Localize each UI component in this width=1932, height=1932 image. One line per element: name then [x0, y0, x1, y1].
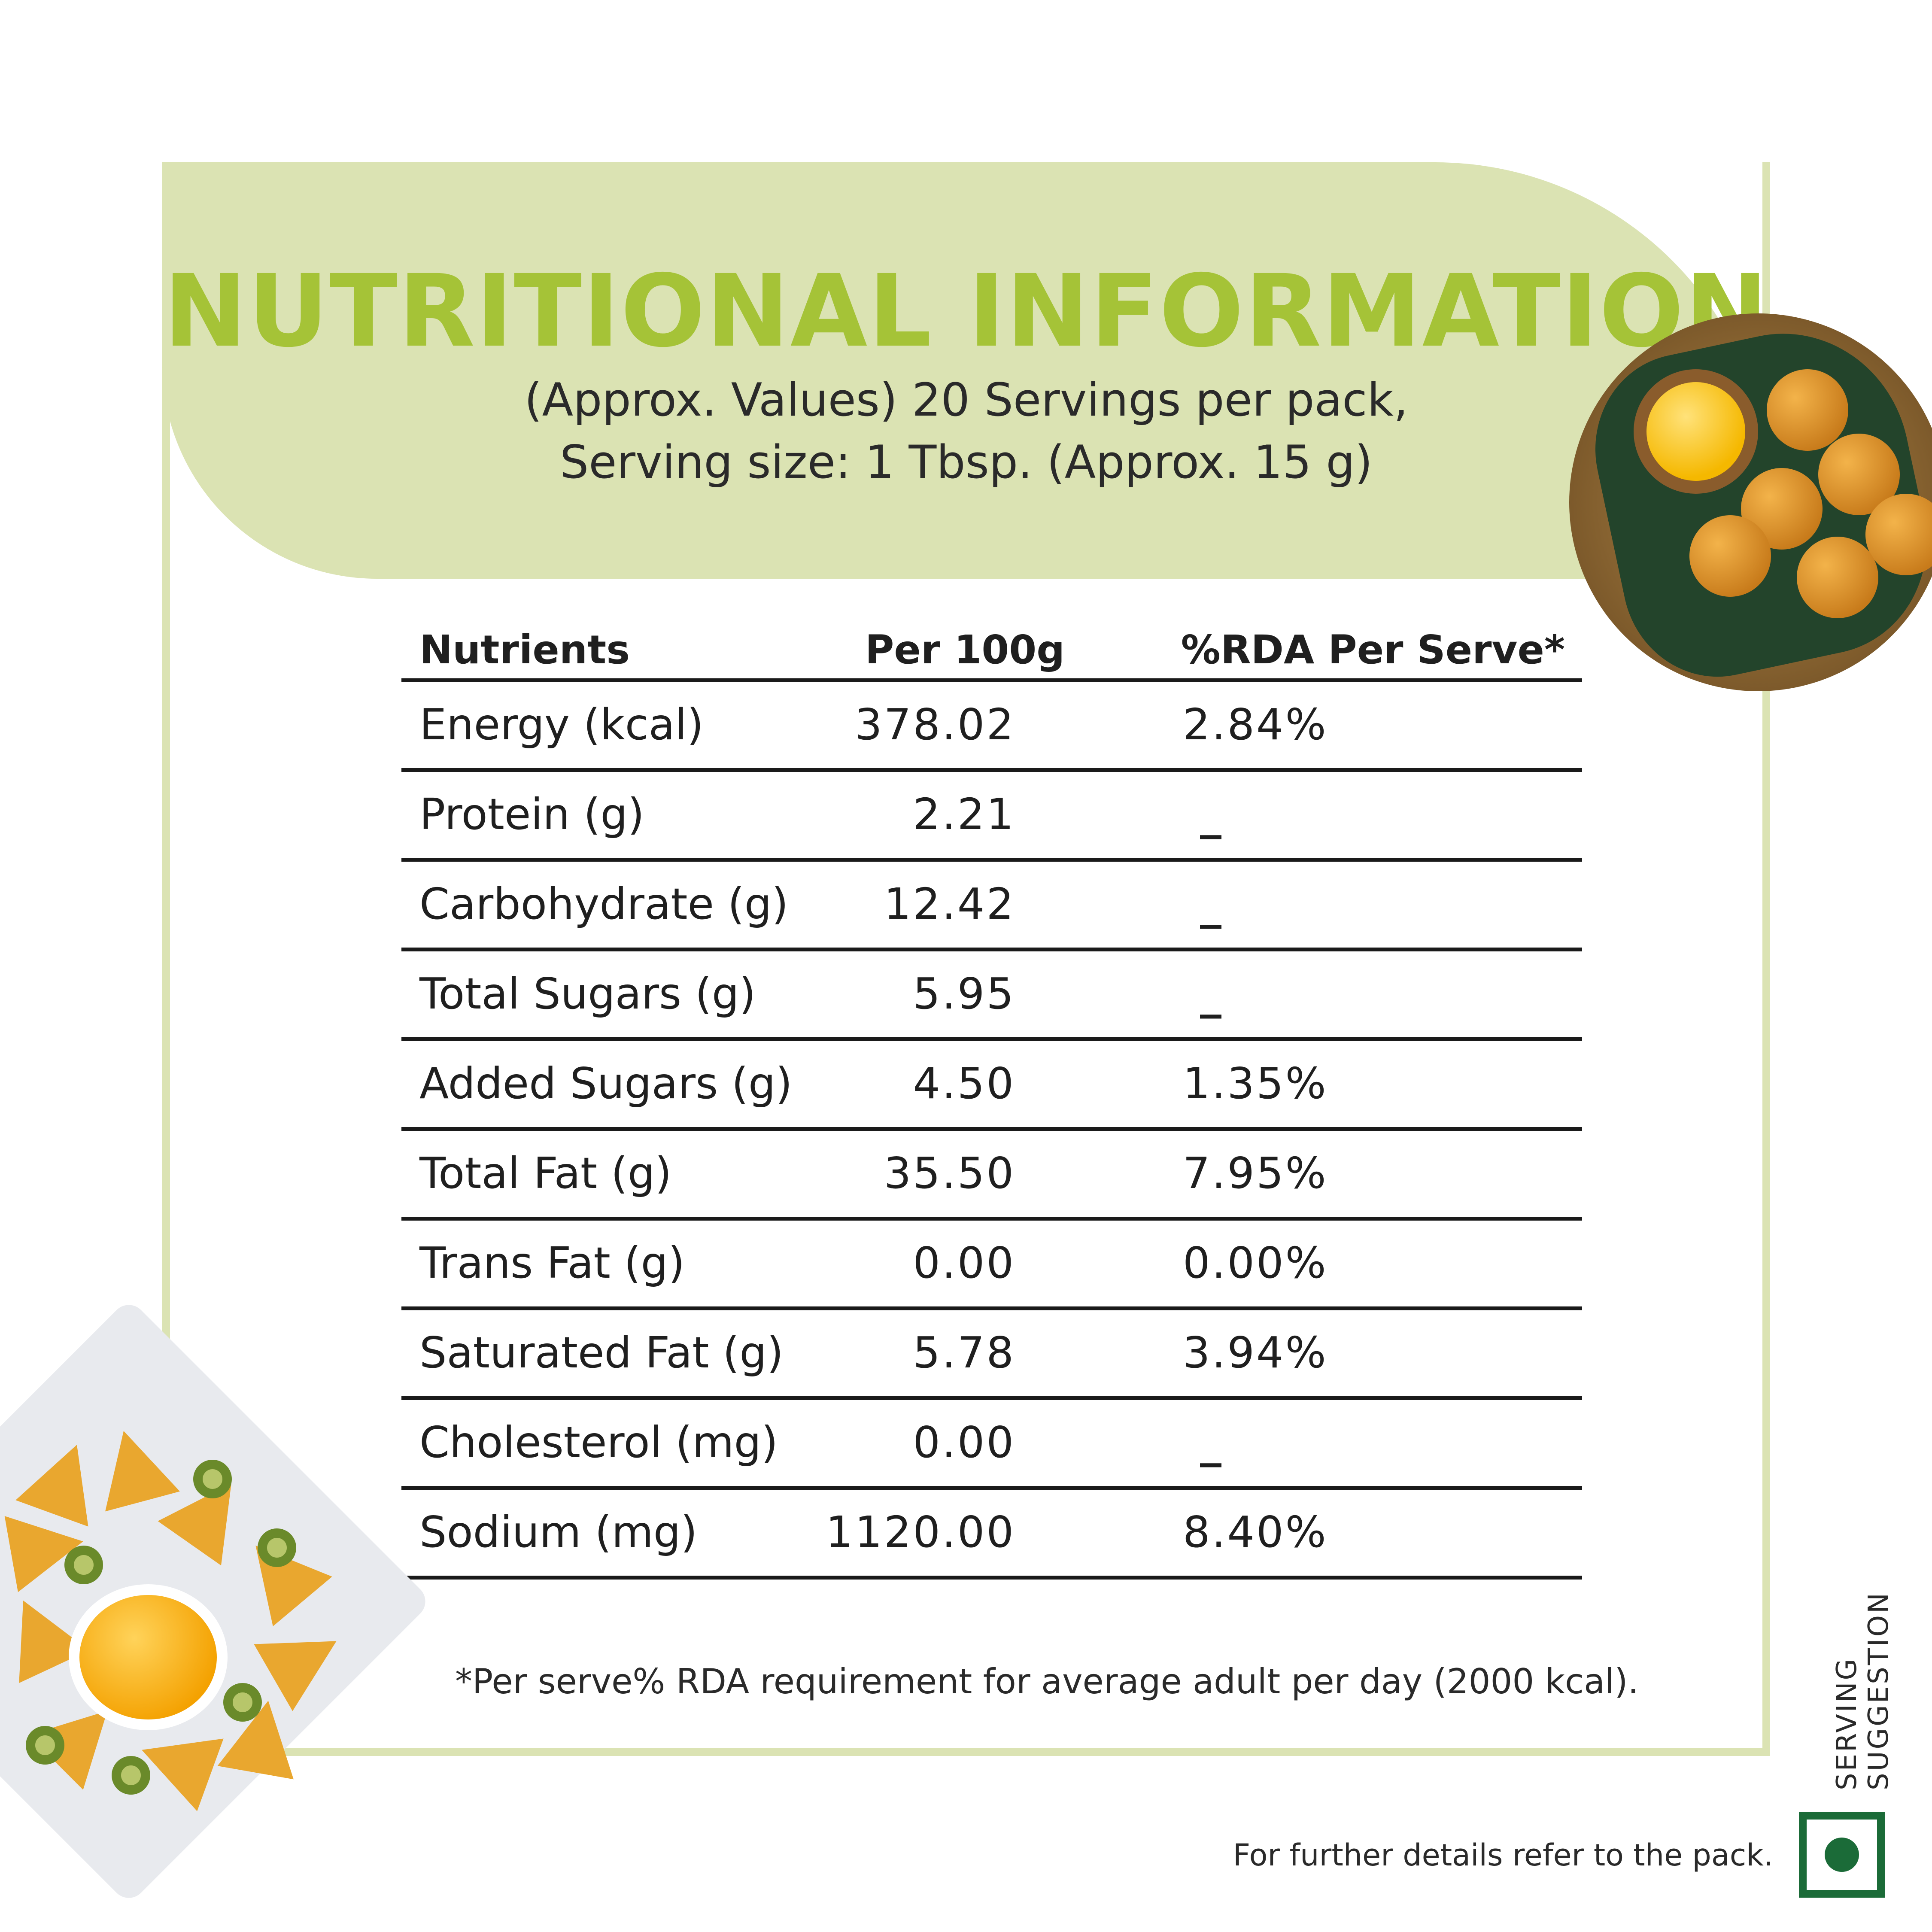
nutrient-name: Sodium (mg)	[419, 1507, 698, 1557]
jalapeno-icon	[26, 1726, 64, 1765]
per-100g-value: 5.95	[913, 969, 1015, 1019]
rda-value: _	[1200, 879, 1223, 929]
table-row: Saturated Fat (g) 5.78 3.94%	[401, 1310, 1582, 1400]
per-100g-value: 12.42	[884, 879, 1015, 929]
per-100g-value: 0.00	[913, 1238, 1015, 1288]
rda-value: 0.00%	[1183, 1238, 1328, 1288]
header-panel	[162, 162, 1770, 579]
table-row: Trans Fat (g) 0.00 0.00%	[401, 1221, 1582, 1310]
rda-value: 3.94%	[1183, 1327, 1328, 1378]
nutrient-name: Total Fat (g)	[419, 1148, 672, 1198]
table-row: Total Sugars (g) 5.95 _	[401, 951, 1582, 1041]
jalapeno-icon	[112, 1756, 150, 1795]
per-100g-value: 35.50	[884, 1148, 1015, 1198]
subtitle-servings: (Approx. Values) 20 Servings per pack,	[524, 374, 1408, 426]
nutrient-name: Cholesterol (mg)	[419, 1417, 778, 1467]
rda-value: 2.84%	[1183, 699, 1328, 750]
rda-value: 8.40%	[1183, 1507, 1328, 1557]
table-row: Carbohydrate (g) 12.42 _	[401, 862, 1582, 951]
per-100g-value: 1120.00	[826, 1507, 1015, 1557]
page-title: NUTRITIONAL INFORMATION	[163, 253, 1769, 369]
per-100g-value: 4.50	[913, 1058, 1015, 1109]
nutrient-name: Energy (kcal)	[419, 699, 704, 750]
rda-value: 7.95%	[1183, 1148, 1328, 1198]
table-header: Nutrients Per 100g %RDA Per Serve*	[401, 618, 1582, 682]
nutrient-name: Carbohydrate (g)	[419, 879, 789, 929]
cheese-balls-image	[1569, 313, 1932, 691]
nutrient-name: Trans Fat (g)	[419, 1238, 685, 1288]
veg-symbol-icon	[1799, 1812, 1885, 1898]
jalapeno-icon	[193, 1460, 232, 1498]
header-per-100g: Per 100g	[865, 627, 1065, 673]
rda-footnote: *Per serve% RDA requirement for average …	[455, 1662, 1639, 1701]
nutrient-name: Total Sugars (g)	[419, 969, 756, 1019]
jalapeno-icon	[64, 1546, 103, 1584]
serving-suggestion-label: SERVING SUGGESTION	[1831, 1591, 1895, 1790]
rda-value: 1.35%	[1183, 1058, 1328, 1109]
jalapeno-icon	[223, 1683, 262, 1722]
table-row: Added Sugars (g) 4.50 1.35%	[401, 1041, 1582, 1131]
header-nutrients: Nutrients	[419, 627, 630, 673]
rda-value: _	[1200, 1417, 1223, 1467]
table-row: Protein (g) 2.21 _	[401, 772, 1582, 862]
further-details-note: For further details refer to the pack.	[1233, 1838, 1773, 1873]
nutrient-name: Protein (g)	[419, 789, 644, 839]
table-row: Sodium (mg) 1120.00 8.40%	[401, 1490, 1582, 1580]
cheese-dip-image	[69, 1584, 228, 1730]
rda-value: _	[1200, 789, 1223, 839]
rda-value: _	[1200, 969, 1223, 1019]
per-100g-value: 378.02	[855, 699, 1015, 750]
per-100g-value: 5.78	[913, 1327, 1015, 1378]
jalapeno-icon	[258, 1528, 296, 1567]
nutrient-name: Added Sugars (g)	[419, 1058, 793, 1109]
table-row: Energy (kcal) 378.02 2.84%	[401, 682, 1582, 772]
table-row: Total Fat (g) 35.50 7.95%	[401, 1131, 1582, 1221]
table-row: Cholesterol (mg) 0.00 _	[401, 1400, 1582, 1490]
header-rda: %RDA Per Serve*	[1181, 627, 1565, 673]
nutrient-name: Saturated Fat (g)	[419, 1327, 784, 1378]
subtitle-serving-size: Serving size: 1 Tbsp. (Approx. 15 g)	[559, 436, 1373, 489]
per-100g-value: 2.21	[913, 789, 1015, 839]
nutrition-table: Nutrients Per 100g %RDA Per Serve* Energ…	[401, 618, 1582, 1580]
per-100g-value: 0.00	[913, 1417, 1015, 1467]
